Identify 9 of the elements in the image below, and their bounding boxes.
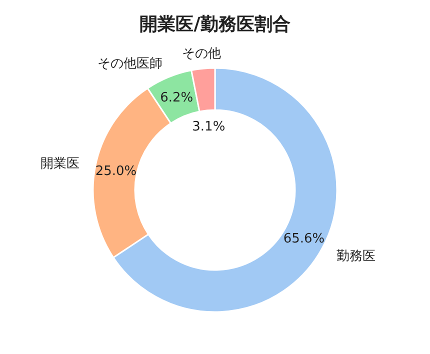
data-label: 25.0%	[95, 164, 137, 179]
chart-title: 開業医/勤務医割合	[140, 14, 290, 35]
slice-label: 勤務医	[336, 249, 376, 264]
slice-label: 開業医	[40, 156, 80, 172]
slice-label: その他医師	[98, 56, 163, 72]
data-label: 65.6%	[283, 232, 325, 247]
slice-label: その他	[182, 46, 222, 62]
data-label: 6.2%	[160, 90, 194, 106]
data-label: 3.1%	[192, 119, 226, 134]
